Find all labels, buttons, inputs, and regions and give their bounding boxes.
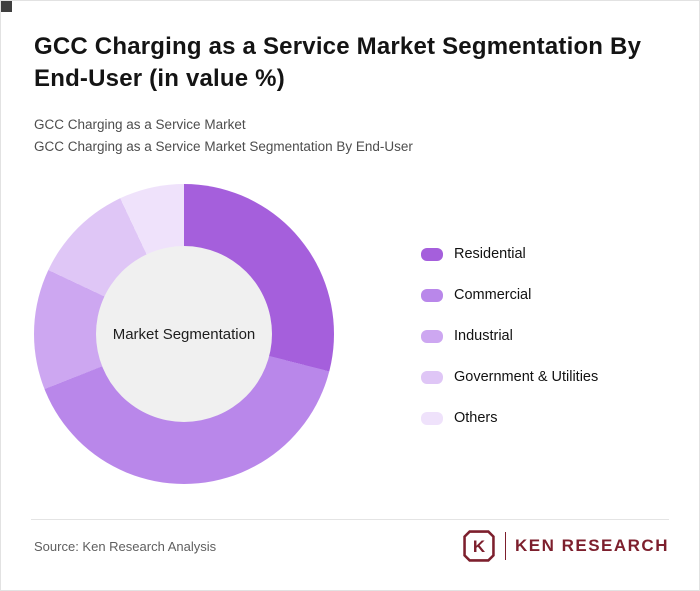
donut-hole: Market Segmentation	[96, 246, 272, 422]
subtitle-block: GCC Charging as a Service Market GCC Cha…	[34, 114, 664, 159]
legend: Residential Commercial Industrial Governmen…	[421, 246, 598, 426]
logo-separator	[504, 532, 506, 560]
legend-label: Others	[454, 410, 498, 426]
legend-label: Residential	[454, 246, 526, 262]
legend-swatch	[421, 288, 443, 302]
legend-item: Others	[421, 410, 598, 426]
page-title: GCC Charging as a Service Market Segment…	[34, 33, 642, 93]
source-text: Source: Ken Research Analysis	[34, 539, 217, 554]
legend-label: Industrial	[454, 328, 513, 344]
svg-text:K: K	[473, 537, 486, 556]
ken-research-logo: K KEN RESEARCH	[462, 529, 669, 563]
legend-item: Industrial	[421, 328, 598, 344]
chart-area: Market Segmentation Residential Commercia…	[1, 171, 699, 501]
corner-mark	[1, 1, 12, 12]
legend-label: Government & Utilities	[454, 369, 599, 385]
logo-text: KEN RESEARCH	[514, 536, 669, 555]
ken-research-k-icon: K	[463, 530, 495, 562]
subtitle-line-1: GCC Charging as a Service Market	[34, 117, 246, 132]
legend-swatch	[421, 370, 443, 384]
legend-swatch	[421, 329, 443, 343]
footer-divider	[31, 519, 669, 520]
legend-swatch	[421, 247, 443, 261]
legend-item: Government & Utilities	[421, 369, 598, 385]
legend-item: Residential	[421, 246, 598, 262]
legend-label: Commercial	[454, 287, 532, 303]
legend-item: Commercial	[421, 287, 598, 303]
donut-chart: Market Segmentation	[34, 184, 334, 484]
donut-center-label: Market Segmentation	[112, 325, 256, 343]
legend-swatch	[421, 411, 443, 425]
subtitle-line-2: GCC Charging as a Service Market Segment…	[34, 139, 413, 155]
donut-wrap: Market Segmentation	[34, 184, 334, 484]
